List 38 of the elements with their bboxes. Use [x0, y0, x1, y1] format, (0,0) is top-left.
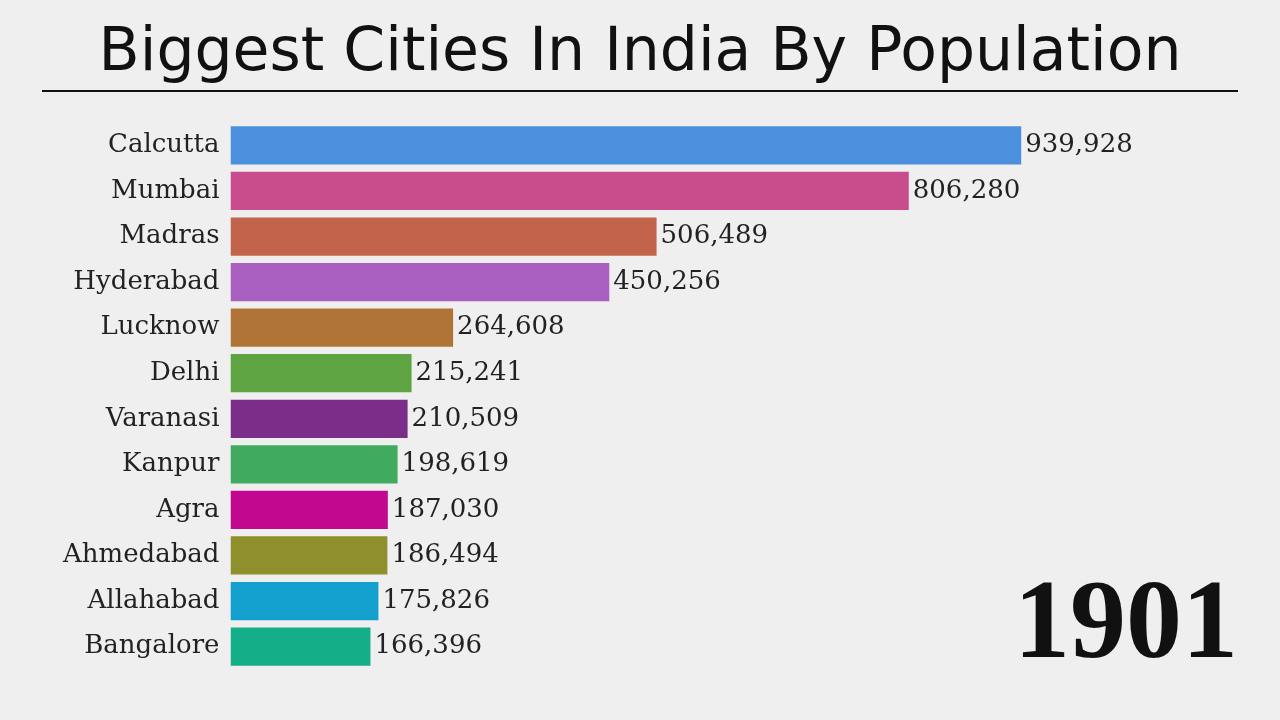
data-label: 939,928 [1025, 128, 1133, 159]
data-label: 450,256 [613, 264, 721, 295]
data-label: 806,280 [912, 173, 1021, 204]
bar [230, 126, 1022, 165]
y-tick-label: Ahmedabad [62, 538, 220, 569]
bar [230, 354, 412, 393]
y-tick-label: Allahabad [86, 583, 220, 614]
bar [230, 308, 454, 347]
bar [230, 581, 379, 621]
data-label: 215,241 [415, 355, 524, 386]
bar [230, 627, 371, 666]
annotation: 1901 [1014, 556, 1238, 683]
y-tick-label: Bangalore [84, 629, 220, 660]
data-label: 264,608 [457, 310, 565, 341]
bar [230, 490, 388, 530]
y-tick-label: Delhi [149, 355, 220, 386]
y-tick-label: Hyderabad [73, 264, 220, 295]
chart-title: Biggest Cities In India By Population [42, 14, 1238, 92]
data-label: 198,619 [401, 447, 510, 478]
y-tick-label: Varanasi [104, 401, 220, 432]
data-label: 166,396 [374, 629, 483, 660]
y-tick-label: Madras [119, 219, 220, 250]
data-label: 186,494 [391, 538, 499, 569]
bar [230, 262, 610, 302]
y-tick-label: Mumbai [111, 173, 220, 204]
bar [230, 445, 398, 484]
y-tick-label: Calcutta [108, 128, 220, 159]
data-label: 175,826 [382, 583, 490, 614]
data-label: 506,489 [660, 219, 769, 250]
bar [230, 217, 657, 256]
bar [230, 399, 408, 438]
y-tick-label: Kanpur [122, 447, 221, 478]
data-label: 210,509 [411, 401, 520, 432]
bar [230, 171, 909, 211]
y-tick-label: Lucknow [100, 310, 220, 341]
data-label: 187,030 [391, 492, 500, 523]
bar [230, 536, 388, 575]
y-tick-label: Agra [155, 492, 220, 523]
